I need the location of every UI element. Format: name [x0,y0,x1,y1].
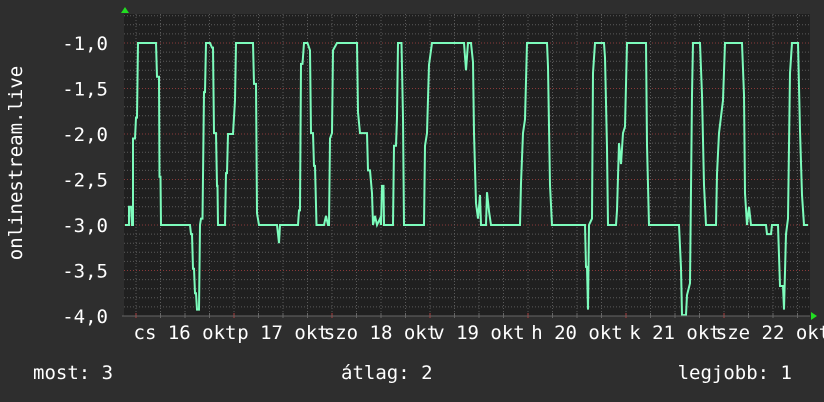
y-tick-label: -4,0 [62,306,108,328]
y-tick-label: -3,5 [62,261,108,283]
x-axis-arrow-icon [811,312,817,320]
x-tick-label: k 21 okt [629,322,721,344]
average-value: átlag: 2 [341,362,433,384]
x-tick-label: szo 18 okt [324,322,438,344]
x-tick-label: h 20 okt [531,322,623,344]
x-tick-label: v 19 okt [433,322,525,344]
y-tick-label: -2,5 [62,170,108,192]
y-tick-label: -3,0 [62,215,108,237]
y-axis-ticks: -1,0 -1,5 -2,0 -2,5 -3,0 -3,5 -4,0 [62,33,108,328]
y-axis-title: onlinestream.live [5,66,27,260]
series-line [125,42,808,317]
y-tick-label: -1,5 [62,79,108,101]
best-value: legjobb: 1 [677,362,792,384]
x-tick-label: sze 22 okt [716,322,824,344]
x-tick-label: cs 16 okt [134,322,237,344]
current-value: most: 3 [33,362,114,384]
y-axis-arrow-icon [121,7,129,13]
y-tick-label: -2,0 [62,124,108,146]
x-tick-label: p 17 okt [237,322,329,344]
y-tick-label: -1,0 [62,33,108,55]
